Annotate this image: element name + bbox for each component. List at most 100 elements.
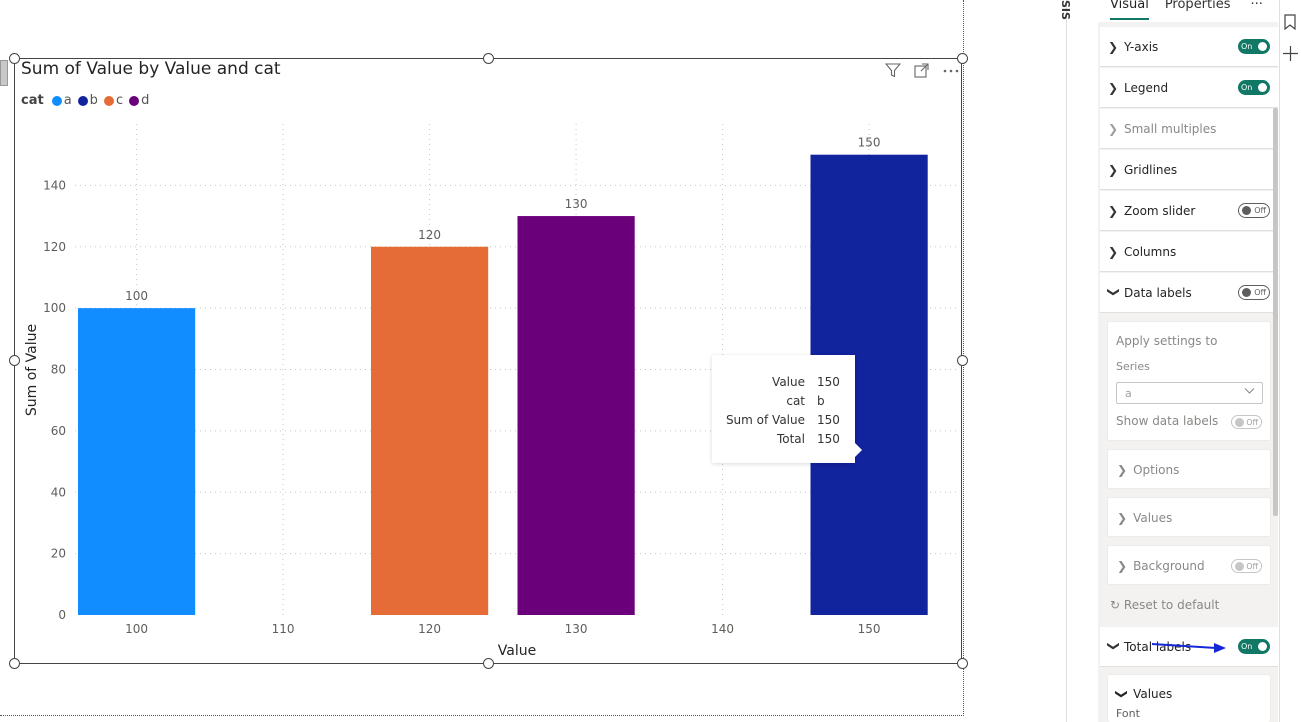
legend-label: d (141, 93, 150, 108)
tooltip-key: Value (772, 375, 805, 389)
format-pane-tabs: Visual Properties ··· (1098, 0, 1278, 22)
total-label: 150 (858, 136, 881, 150)
section-gridlines[interactable]: ❯ Gridlines (1100, 150, 1278, 190)
pane-scrollbar[interactable] (1273, 108, 1278, 516)
values-card[interactable]: ❯ Values (1107, 497, 1271, 537)
toggle-knob (1235, 561, 1244, 571)
total-labels-toggle[interactable]: On (1238, 639, 1270, 654)
section-y-axis[interactable]: ❯ Y-axis On (1100, 27, 1278, 67)
section-label: Small multiples (1124, 121, 1217, 136)
chevron-right-icon: ❯ (1108, 162, 1119, 177)
more-options-icon[interactable] (942, 62, 959, 79)
series-dropdown[interactable]: a (1116, 382, 1263, 404)
zoom-slider-toggle[interactable]: Off (1238, 203, 1270, 218)
tooltip-key: cat (786, 394, 805, 408)
chevron-right-icon: ❯ (1108, 121, 1119, 136)
toggle-text: Off (1254, 206, 1266, 215)
resize-handle[interactable] (483, 53, 494, 64)
background-card[interactable]: ❯ Background Off (1107, 545, 1271, 585)
resize-handle[interactable] (9, 658, 20, 669)
page-tab-edge[interactable] (0, 60, 8, 86)
visual-title: Sum of Value by Value and cat (21, 59, 281, 79)
total-label: 130 (565, 197, 588, 211)
tooltip-arrow (855, 443, 862, 457)
chevron-right-icon: ❯ (1117, 463, 1128, 477)
section-small-multiples[interactable]: ❯ Small multiples (1100, 109, 1278, 149)
tooltip-value: b (817, 394, 825, 408)
total-label: 120 (418, 228, 441, 242)
add-icon[interactable] (1283, 46, 1298, 65)
toggle-text: Off (1246, 561, 1258, 571)
background-toggle[interactable]: Off (1231, 559, 1262, 573)
resize-handle[interactable] (9, 355, 20, 366)
section-label: Y-axis (1124, 39, 1159, 54)
chart-tooltip: Value 150 cat b Sum of Value 150 Total 150 (712, 355, 862, 463)
chevron-down-icon: ❯ (1107, 286, 1121, 297)
x-tick-label: 140 (711, 622, 734, 636)
legend-title: cat (21, 93, 44, 108)
x-tick-label: 120 (418, 622, 441, 636)
resize-handle[interactable] (957, 658, 968, 669)
resize-handle[interactable] (957, 53, 968, 64)
legend-item-d[interactable]: d (129, 93, 149, 108)
values-subsection[interactable]: ❯ Values Font (1107, 674, 1271, 722)
section-legend[interactable]: ❯ Legend On (1100, 68, 1278, 108)
focus-mode-icon[interactable] (913, 62, 930, 79)
tab-visual[interactable]: Visual (1110, 0, 1149, 20)
tooltip-key: Total (776, 432, 805, 446)
resize-handle[interactable] (957, 355, 968, 366)
chart-legend: cat a b c d (21, 93, 155, 108)
bar-d (517, 216, 635, 615)
section-columns[interactable]: ❯ Columns (1100, 232, 1278, 272)
reset-to-default-link[interactable]: ↻ Reset to default (1110, 598, 1219, 612)
bar-a (78, 308, 196, 615)
chevron-right-icon: ❯ (1108, 80, 1119, 95)
column-chart: 0 20 40 60 80 100 120 140 100 110 120 130 140 150 100 1… (24, 124, 957, 659)
x-tick-label: 100 (125, 622, 148, 636)
legend-dot (77, 95, 88, 106)
section-label: Data labels (1124, 285, 1192, 300)
collapsed-pane-label[interactable]: SIS (1059, 0, 1072, 20)
y-axis-toggle[interactable]: On (1238, 39, 1270, 54)
chevron-right-icon: ❯ (1108, 244, 1119, 259)
toggle-text: On (1241, 642, 1253, 651)
resize-handle[interactable] (483, 658, 494, 669)
reset-label: Reset to default (1123, 598, 1220, 612)
x-tick-label: 130 (565, 622, 588, 636)
series-dropdown-value: a (1125, 387, 1132, 400)
legend-item-b[interactable]: b (77, 93, 98, 108)
filter-icon[interactable] (884, 62, 901, 79)
apply-settings-card: Apply settings to Series a Show data lab… (1107, 321, 1271, 441)
section-data-labels[interactable]: ❯ Data labels Off (1100, 273, 1278, 313)
tooltip-row: Sum of Value 150 (712, 411, 840, 430)
y-tick-label: 20 (51, 547, 66, 561)
section-zoom-slider[interactable]: ❯ Zoom slider Off (1100, 191, 1278, 231)
toggle-knob (1258, 83, 1267, 92)
resize-handle[interactable] (9, 53, 20, 64)
section-label: Columns (1124, 244, 1177, 259)
toggle-knob (1258, 642, 1267, 651)
y-tick-label: 40 (51, 485, 66, 499)
bookmark-icon[interactable] (1284, 14, 1296, 34)
chevron-right-icon: ❯ (1117, 511, 1128, 525)
tab-properties[interactable]: Properties (1164, 0, 1231, 12)
toggle-knob (1242, 206, 1251, 215)
legend-item-a[interactable]: a (51, 93, 72, 108)
apply-settings-title: Apply settings to (1116, 334, 1218, 348)
show-data-labels-toggle[interactable]: Off (1231, 415, 1262, 429)
tooltip-row: cat b (712, 392, 839, 411)
y-tick-label: 0 (58, 608, 66, 622)
bar-c (371, 246, 489, 615)
data-labels-toggle[interactable]: Off (1238, 285, 1270, 300)
tooltip-key: Sum of Value (725, 413, 805, 427)
annotation-arrow (1151, 643, 1226, 653)
section-label: Background (1133, 559, 1205, 573)
series-label: Series (1116, 360, 1150, 373)
legend-toggle[interactable]: On (1238, 80, 1270, 95)
tooltip-row: Total 150 (712, 430, 840, 449)
legend-item-c[interactable]: c (103, 93, 124, 108)
tooltip-row: Value 150 (712, 373, 840, 392)
options-card[interactable]: ❯ Options (1107, 449, 1271, 489)
legend-label: c (115, 93, 124, 108)
more-options-icon[interactable]: ··· (1250, 0, 1263, 12)
